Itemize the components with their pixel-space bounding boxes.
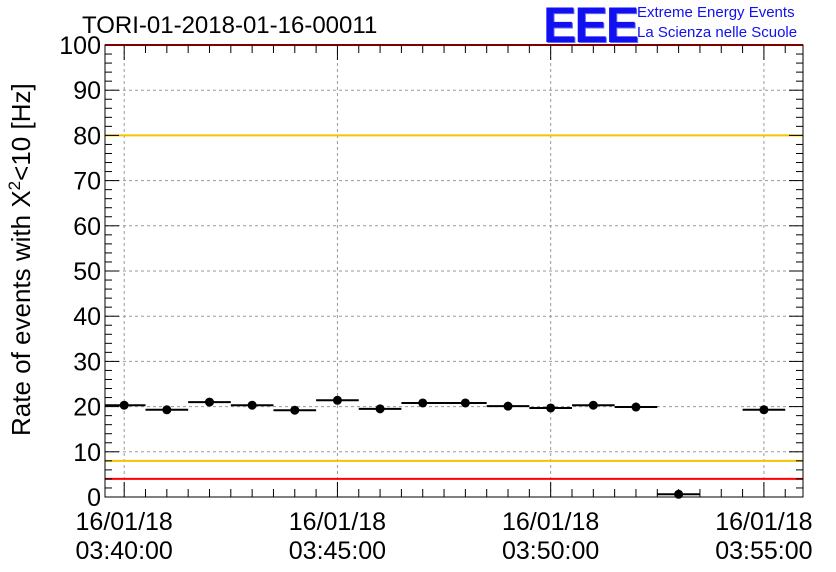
y-tick-label: 10 (73, 439, 101, 467)
y-tick-label: 50 (73, 258, 101, 286)
y-tick-label: 30 (73, 348, 101, 376)
x-tick-label-date: 16/01/18 (715, 508, 812, 536)
x-tick-label-date: 16/01/18 (289, 508, 386, 536)
data-point (247, 400, 257, 410)
y-tick-label: 0 (87, 484, 101, 512)
data-point (588, 400, 598, 410)
chart-title: TORI-01-2018-01-16-00011 (82, 12, 377, 39)
data-point (375, 404, 385, 414)
eee-logo-mark: EEE (543, 0, 639, 53)
data-point (332, 395, 342, 405)
data-point (204, 397, 214, 407)
data-point (418, 398, 428, 408)
y-tick-label: 60 (73, 213, 101, 241)
eee-logo: EEE Extreme Energy Events La Scienza nel… (543, 0, 833, 53)
data-point (674, 489, 684, 499)
data-point (460, 398, 470, 408)
logo-line-1: Extreme Energy Events (637, 4, 795, 21)
data-point (759, 405, 769, 415)
data-point (503, 401, 513, 411)
y-tick-label: 40 (73, 303, 101, 331)
y-tick-label: 20 (73, 394, 101, 422)
y-tick-label: 80 (73, 122, 101, 150)
y-tick-label: 100 (59, 32, 101, 60)
data-point (119, 400, 129, 410)
data-point (546, 403, 556, 413)
x-tick-label-time: 03:40:00 (76, 537, 173, 565)
x-tick-label-date: 16/01/18 (76, 508, 173, 536)
x-tick-label-time: 03:55:00 (715, 537, 812, 565)
y-tick-label: 90 (73, 77, 101, 105)
x-tick-label-date: 16/01/18 (502, 508, 599, 536)
x-tick-label-time: 03:50:00 (502, 537, 599, 565)
logo-line-2: La Scienza nelle Scuole (637, 24, 798, 41)
plot-area: 010203040506070809010016/01/1803:40:0016… (59, 32, 812, 565)
data-point (290, 405, 300, 415)
data-point (631, 402, 641, 412)
x-tick-label-time: 03:45:00 (289, 537, 386, 565)
y-axis-label: Rate of events with X2<10 [Hz] (5, 83, 36, 436)
data-point (162, 405, 172, 415)
y-tick-label: 70 (73, 168, 101, 196)
